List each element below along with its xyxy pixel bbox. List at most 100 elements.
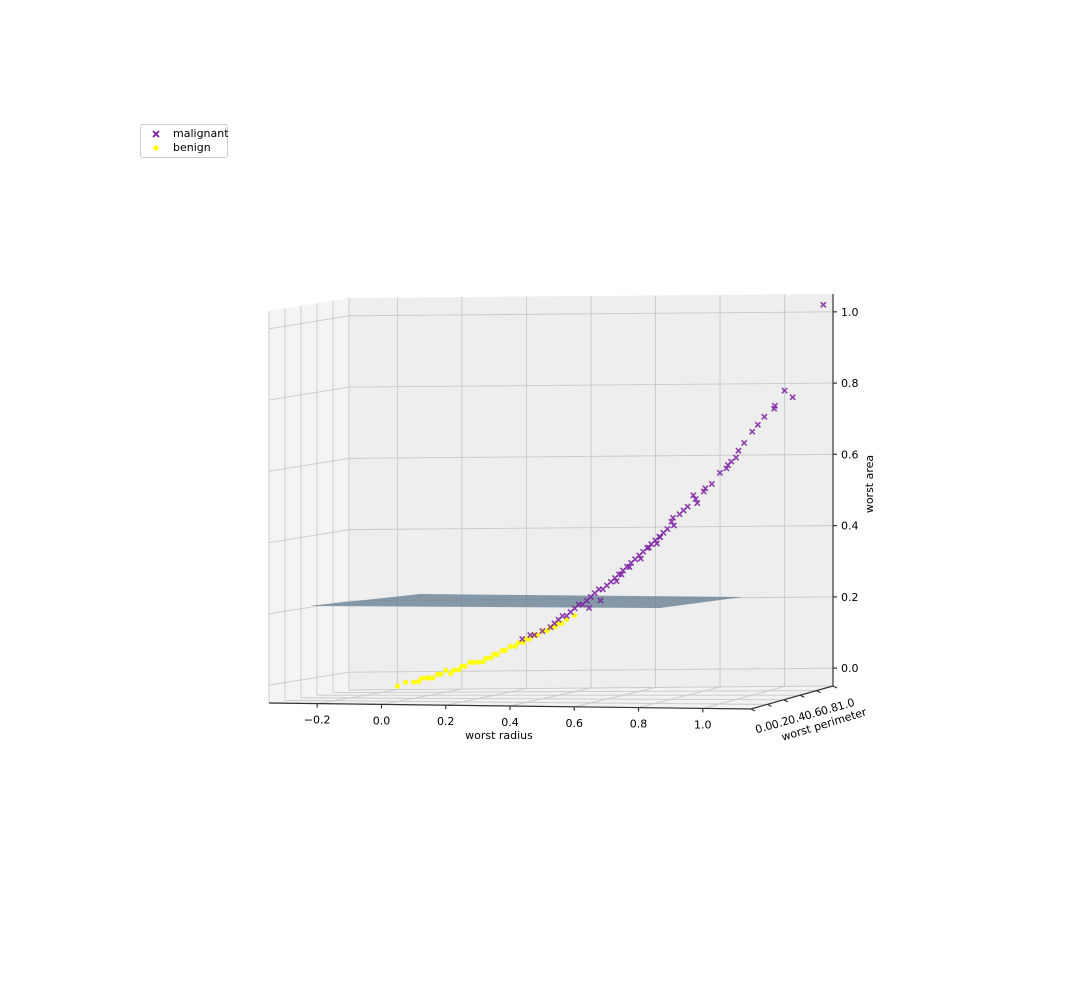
grid-line-x <box>702 685 785 709</box>
grid-line-z <box>268 457 350 472</box>
malignant-point <box>539 627 546 635</box>
x-tick-label: 1.0 <box>694 718 712 731</box>
x-tick-labels: −0.2 0.0 0.2 0.4 0.6 0.8 1.0 <box>304 714 712 732</box>
benign-point <box>488 655 494 661</box>
y-tick-mark <box>750 708 756 712</box>
z-tick-label: 0.8 <box>841 377 859 390</box>
benign-point <box>430 675 436 681</box>
grid-line-y <box>348 685 834 691</box>
malignant-point <box>618 571 625 578</box>
z-tick-label: 1.0 <box>841 306 859 319</box>
grid-line-y <box>332 690 817 694</box>
benign-point <box>438 671 444 677</box>
y-tick-label: 0.8 <box>819 700 840 718</box>
y-tick-label: 0.4 <box>787 710 808 728</box>
z-axis-label: worst area <box>863 455 876 513</box>
malignant-point <box>732 454 740 461</box>
benign-point <box>475 659 481 665</box>
z-tick-label: 0.0 <box>841 662 859 675</box>
legend-marker-x-icon <box>152 130 160 138</box>
y-tick-label: 0.0 <box>754 719 775 737</box>
legend-label-benign: benign <box>173 141 211 154</box>
z-tick-label: 0.6 <box>841 448 859 461</box>
grid-line-x <box>638 686 721 709</box>
grid-line-y <box>300 697 784 701</box>
axes-lines <box>268 294 838 713</box>
malignant-point <box>669 514 677 521</box>
malignant-point <box>585 604 593 612</box>
benign-point <box>480 659 486 665</box>
grid-line-z <box>268 315 350 330</box>
y-tick-mark <box>799 694 805 698</box>
malignant-point <box>716 469 724 476</box>
z-tick-label: 0.4 <box>841 520 859 533</box>
grid-line-z <box>268 386 350 401</box>
grid-line-z <box>348 667 834 673</box>
grid-line-z <box>348 525 834 531</box>
malignant-point <box>645 544 653 551</box>
malignant-point <box>708 480 716 488</box>
benign-point <box>494 651 500 658</box>
malignant-point <box>664 525 671 533</box>
malignant-point <box>531 631 538 639</box>
malignant-point <box>702 485 709 492</box>
x-tick-label: 0.2 <box>437 715 455 728</box>
benign-point <box>394 683 401 689</box>
benign-point <box>507 644 513 650</box>
x-tick-label: −0.2 <box>304 714 331 727</box>
legend-marker-dot-icon <box>153 145 159 151</box>
malignant-point <box>690 492 697 499</box>
y-tick-mark <box>816 690 821 694</box>
x-axis-label: worst radius <box>465 729 533 742</box>
y-tick-mark <box>783 699 789 703</box>
z-tick-labels: 0.0 0.2 0.4 0.6 0.8 1.0 <box>841 306 859 675</box>
x-tick-label: 0.0 <box>373 714 391 727</box>
benign-point <box>403 679 409 685</box>
malignant-point <box>741 439 748 447</box>
benign-point <box>443 667 449 673</box>
malignant-point <box>656 534 664 541</box>
malignant-point <box>626 563 633 571</box>
grid-line-y <box>284 699 768 705</box>
decision-plane-layer <box>309 594 743 608</box>
legend-label-malignant: malignant <box>173 127 229 140</box>
floor-pane <box>269 686 833 709</box>
malignant-point <box>668 518 675 525</box>
y-tick-labels: 0.00.20.40.60.81.0 <box>754 696 857 737</box>
malignant-point <box>653 540 661 547</box>
grid-line-x <box>317 689 398 705</box>
malignant-point <box>613 577 620 585</box>
decision-plane <box>309 594 743 608</box>
grid-line-x <box>574 687 656 708</box>
benign-point <box>448 671 454 677</box>
benign-point <box>451 667 457 673</box>
malignant-point <box>781 387 788 394</box>
malignant-point <box>519 635 526 643</box>
grid-line-z <box>268 671 350 686</box>
malignant-point <box>700 488 707 495</box>
malignant-point <box>789 394 796 401</box>
benign-point <box>423 675 430 681</box>
benign-point <box>483 655 489 661</box>
y-tick-mark <box>832 685 838 689</box>
y-tick-label: 0.6 <box>803 705 824 723</box>
benign-point <box>456 667 462 673</box>
malignant-point <box>670 522 678 529</box>
malignant-point <box>637 555 644 562</box>
malignant-point <box>597 597 604 604</box>
malignant-point <box>820 301 827 308</box>
benign-point <box>419 675 425 681</box>
benign-point <box>415 679 421 685</box>
left-pane <box>269 298 349 703</box>
y-axis-line <box>750 685 834 710</box>
y-tick-label: 0.2 <box>770 714 791 732</box>
grid-line-x <box>381 688 463 705</box>
malignant-point <box>754 421 762 428</box>
malignant-point <box>723 465 730 472</box>
y-tick-label: 1.0 <box>836 696 857 714</box>
grid-line-x <box>445 688 527 706</box>
axes-panes <box>269 294 833 709</box>
x-tick-label: 0.6 <box>566 717 584 730</box>
malignant-points <box>519 301 827 643</box>
